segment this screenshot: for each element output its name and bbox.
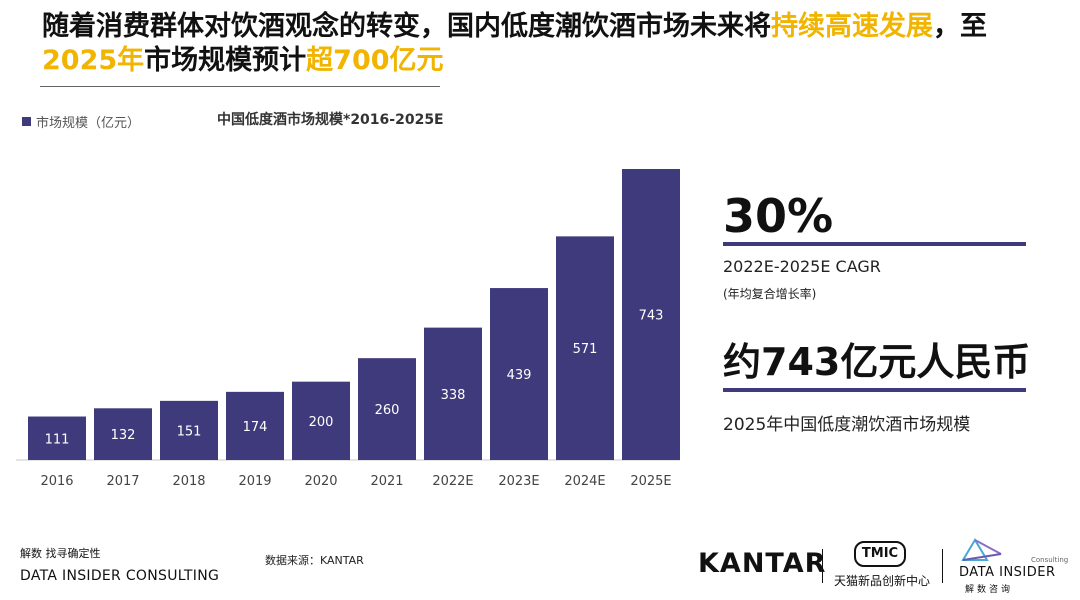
headline-text-2: ，至 — [933, 11, 987, 42]
headline-highlight-2: 2025年 — [42, 45, 145, 76]
bar-value-label: 338 — [441, 388, 466, 403]
data-insider-consulting: Consulting — [1031, 556, 1069, 564]
logo-separator — [822, 549, 823, 583]
bar-2020 — [292, 381, 350, 460]
bar-value-label: 111 — [45, 432, 70, 447]
chart-title: 中国低度酒市场规模*2016-2025E — [217, 112, 444, 128]
x-tick-label: 2018 — [172, 474, 205, 489]
bar-2022E — [424, 327, 482, 460]
cagr-value: 30% — [723, 189, 834, 243]
bar-2019 — [226, 391, 284, 460]
x-tick-label: 2025E — [630, 474, 671, 489]
footer-company: DATA INSIDER CONSULTING — [20, 568, 220, 584]
x-tick-label: 2021 — [370, 474, 403, 489]
headline-highlight-1: 持续高速发展 — [771, 11, 933, 42]
bar-2016 — [28, 416, 86, 460]
bar-chart: 111 2016 132 2017 151 2018 174 2019 200 2020 260 20… — [16, 169, 680, 489]
headline-divider — [40, 86, 440, 87]
kantar-logo: KANTAR — [698, 548, 827, 579]
bar-value-label: 439 — [507, 368, 532, 383]
cagr-sublabel: (年均复合增长率) — [723, 287, 817, 301]
x-tick-label: 2019 — [238, 474, 271, 489]
x-tick-label: 2022E — [432, 474, 473, 489]
bar-2017 — [94, 408, 152, 460]
headline-text-3: 市场规模预计 — [144, 45, 307, 76]
headline-highlight-3: 超700亿元 — [306, 45, 444, 76]
x-tick-label: 2016 — [40, 474, 73, 489]
bar-2023E — [490, 288, 548, 460]
data-insider-cn: 解数咨询 — [965, 585, 1014, 595]
legend-label: 市场规模（亿元） — [36, 116, 141, 131]
logo-separator — [942, 549, 943, 583]
bar-2025E — [622, 169, 680, 460]
tmic-logo-mark: TMIC — [854, 541, 906, 567]
bar-value-label: 151 — [177, 424, 202, 439]
x-tick-label: 2017 — [106, 474, 139, 489]
data-insider-logo-mark — [961, 538, 1002, 561]
headline-text-1: 随着消费群体对饮酒观念的转变，国内低度潮饮酒市场未来将 — [42, 11, 771, 42]
bar-2021 — [358, 358, 416, 460]
x-tick-label: 2020 — [304, 474, 337, 489]
tmic-logo-name: 天猫新品创新中心 — [834, 574, 931, 588]
x-tick-label: 2023E — [498, 474, 539, 489]
bar-value-label: 260 — [375, 403, 400, 418]
bar-2024E — [556, 236, 614, 460]
headline: 随着消费群体对饮酒观念的转变，国内低度潮饮酒市场未来将持续高速发展，至 2025年… — [42, 10, 1052, 78]
tmic-logo: TMIC 天猫新品创新中心 — [830, 541, 935, 591]
data-insider-name: DATA INSIDER — [959, 565, 1056, 580]
market-size-value: 约743亿元人民币 — [723, 340, 1031, 384]
data-insider-logo: Consulting DATA INSIDER 解数咨询 — [955, 536, 1075, 596]
footer-tagline: 解数 找寻确定性 — [20, 547, 101, 560]
market-size-divider — [723, 388, 1026, 392]
bar-2018 — [160, 400, 218, 460]
data-source: 数据来源：KANTAR — [265, 554, 364, 567]
bar-value-label: 200 — [309, 415, 334, 430]
cagr-divider — [723, 242, 1026, 246]
bar-value-label: 743 — [639, 309, 664, 324]
bar-value-label: 174 — [243, 420, 268, 435]
legend-swatch — [22, 117, 31, 126]
x-tick-label: 2024E — [564, 474, 605, 489]
cagr-label: 2022E-2025E CAGR — [723, 257, 881, 276]
market-size-label: 2025年中国低度潮饮酒市场规模 — [723, 415, 971, 435]
bar-value-label: 571 — [573, 342, 598, 357]
bar-value-label: 132 — [111, 428, 136, 443]
chart-legend: 市场规模（亿元） — [22, 112, 140, 131]
